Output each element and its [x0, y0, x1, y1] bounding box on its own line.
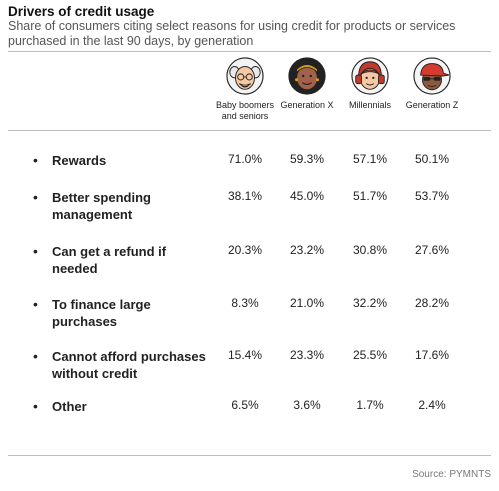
- bottom-divider: [8, 455, 491, 456]
- person-cap-avatar-icon: [413, 57, 451, 95]
- data-label: 50.1%: [414, 152, 450, 166]
- data-label: 3.6%: [293, 398, 321, 412]
- bullet-icon: •: [33, 189, 38, 205]
- data-label: 59.3%: [289, 152, 325, 166]
- data-label: 57.1%: [352, 152, 388, 166]
- bullet-icon: •: [33, 398, 38, 414]
- header-divider: [8, 130, 491, 131]
- data-label: 25.5%: [352, 348, 388, 362]
- column-header-millennials: Millennials: [348, 100, 392, 110]
- source-note: Source: PYMNTS: [412, 469, 491, 480]
- person-headphones-avatar-icon: [351, 57, 389, 95]
- column-header-gen-x: Generation X: [280, 100, 334, 110]
- column-header-boomers: Baby boomers and seniors: [215, 100, 275, 121]
- chart-title: Drivers of credit usage: [8, 4, 155, 19]
- data-label: 2.4%: [418, 398, 446, 412]
- data-label: 23.3%: [289, 348, 325, 362]
- bullet-icon: •: [33, 296, 38, 312]
- data-label: 28.2%: [414, 296, 450, 310]
- data-label: 15.4%: [227, 348, 263, 362]
- data-label: 32.2%: [352, 296, 388, 310]
- row-label: Cannot afford purchases without credit: [52, 349, 206, 381]
- bullet-icon: •: [33, 348, 38, 364]
- row-label: Rewards: [52, 153, 107, 168]
- chart-subtitle: Share of consumers citing select reasons…: [8, 19, 456, 48]
- data-label: 71.0%: [227, 152, 263, 166]
- data-label: 27.6%: [414, 243, 450, 257]
- row-label: To finance large purchases: [52, 297, 151, 329]
- data-label: 1.7%: [356, 398, 384, 412]
- row-label: Other: [52, 399, 87, 414]
- data-label: 51.7%: [352, 189, 388, 203]
- row-label: Can get a refund if needed: [52, 244, 167, 276]
- woman-avatar-icon: [288, 57, 326, 95]
- elderly-person-avatar-icon: [226, 57, 264, 95]
- bullet-icon: •: [33, 243, 38, 259]
- data-label: 23.2%: [289, 243, 325, 257]
- top-divider: [8, 51, 491, 52]
- data-label: 21.0%: [289, 296, 325, 310]
- data-label: 38.1%: [227, 189, 263, 203]
- data-label: 45.0%: [289, 189, 325, 203]
- data-label: 20.3%: [227, 243, 263, 257]
- data-label: 53.7%: [414, 189, 450, 203]
- row-label: Better spending management: [52, 190, 151, 222]
- column-header-gen-z: Generation Z: [405, 100, 459, 110]
- data-label: 30.8%: [352, 243, 388, 257]
- data-label: 17.6%: [414, 348, 450, 362]
- data-label: 6.5%: [231, 398, 259, 412]
- data-label: 8.3%: [231, 296, 259, 310]
- bullet-icon: •: [33, 152, 38, 168]
